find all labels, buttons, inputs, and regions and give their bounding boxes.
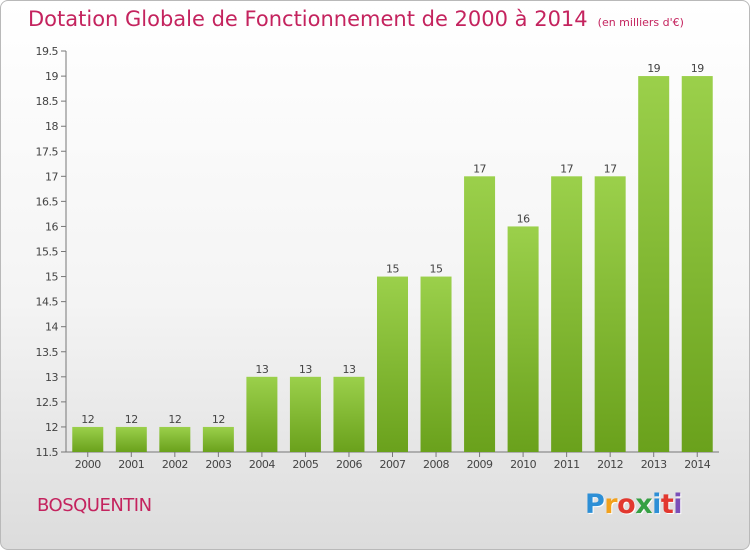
logo-letter: i [673, 489, 683, 520]
x-axis: 2000 2001 2002 2003 2004 2005 2006 2007 2008 2009… [66, 451, 719, 471]
y-tick-label: 12.5 [36, 396, 59, 409]
x-tick-label: 2001 [118, 458, 144, 471]
y-tick-label: 14 [45, 321, 58, 334]
bar [420, 276, 452, 452]
x-tick-label: 2011 [554, 458, 580, 471]
bar [202, 426, 234, 452]
y-tick-label: 13 [45, 371, 58, 384]
bar-value-label: 13 [255, 363, 268, 376]
bar [333, 376, 365, 452]
x-tick-label: 2013 [641, 458, 667, 471]
bar [464, 176, 496, 452]
y-tick-label: 12 [45, 421, 58, 434]
x-tick-label: 2014 [684, 458, 710, 471]
bar [594, 176, 626, 452]
bar-value-label: 19 [691, 62, 704, 75]
bar-value-label: 16 [517, 212, 530, 225]
x-tick-label: 2008 [423, 458, 449, 471]
chart-title: Dotation Globale de Fonctionnement de 20… [28, 7, 684, 31]
y-tick-label: 15.5 [36, 246, 59, 259]
bar [681, 76, 713, 452]
y-tick-label: 17.5 [36, 145, 59, 158]
bar-value-label: 17 [604, 162, 617, 175]
bar-value-label: 13 [299, 363, 312, 376]
y-tick-label: 19.5 [36, 45, 59, 58]
bar-value-label: 17 [473, 162, 486, 175]
x-tick-label: 2009 [467, 458, 493, 471]
bar-value-label: 13 [342, 363, 355, 376]
y-axis: 11.5 12 12.5 13 13.5 14 14.5 15 15.5 16 16.5 17 17.5… [36, 45, 67, 459]
logo-letter: i [652, 489, 661, 520]
bar-value-label: 12 [81, 413, 94, 426]
bar-value-label: 12 [212, 413, 225, 426]
bar [72, 426, 104, 452]
y-tick-label: 18 [45, 120, 58, 133]
x-tick-label: 2002 [162, 458, 188, 471]
logo-letter: o [617, 489, 636, 520]
y-tick-label: 17 [45, 170, 58, 183]
y-tick-label: 13.5 [36, 346, 59, 359]
y-tick-label: 16 [45, 220, 58, 233]
x-tick-label: 2007 [380, 458, 406, 471]
bar [377, 276, 408, 452]
bar-value-label: 17 [560, 162, 573, 175]
bar [507, 226, 539, 452]
x-tick-label: 2010 [510, 458, 536, 471]
bar-value-label: 15 [386, 263, 399, 276]
bar-value-label: 15 [430, 263, 443, 276]
bar-series: 12 12 12 12 13 13 13 15 15 17 16 17 17 19 19 [72, 62, 713, 452]
logo-letter: x [635, 489, 653, 520]
bar [159, 426, 191, 452]
x-tick-label: 2006 [336, 458, 362, 471]
bar [115, 426, 147, 452]
proxiti-logo: Proxiti [585, 489, 683, 520]
bar [551, 176, 583, 452]
x-tick-label: 2000 [75, 458, 101, 471]
logo-letter: t [660, 489, 674, 520]
bar-value-label: 19 [647, 62, 660, 75]
logo-letter: P [585, 489, 605, 520]
logo-letter: r [604, 489, 618, 520]
bar-value-label: 12 [125, 413, 138, 426]
y-tick-label: 19 [45, 70, 58, 83]
bar [289, 376, 321, 452]
y-tick-label: 11.5 [36, 446, 59, 459]
chart-subtitle: (en milliers d'€) [597, 16, 684, 29]
y-tick-label: 16.5 [36, 195, 59, 208]
x-tick-label: 2005 [292, 458, 318, 471]
x-tick-label: 2012 [597, 458, 623, 471]
bar [638, 76, 670, 452]
commune-name: BOSQUENTIN [37, 495, 152, 516]
x-tick-label: 2003 [205, 458, 231, 471]
chart-title-text: Dotation Globale de Fonctionnement de 20… [28, 7, 588, 31]
x-tick-label: 2004 [249, 458, 275, 471]
y-tick-label: 15 [45, 271, 58, 284]
bar [246, 376, 278, 452]
y-tick-label: 14.5 [36, 296, 59, 309]
y-tick-label: 18.5 [36, 95, 59, 108]
bar-value-label: 12 [168, 413, 181, 426]
